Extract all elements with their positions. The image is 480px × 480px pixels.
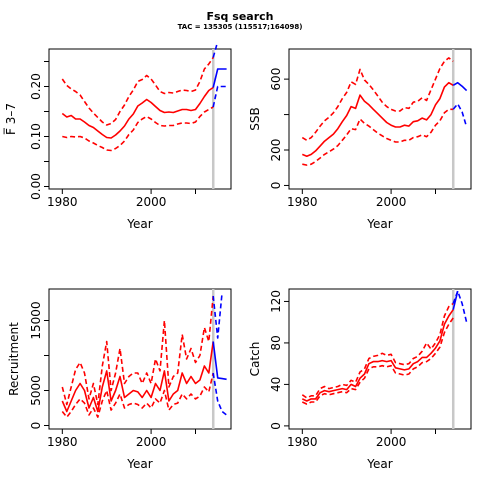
recruitment-ticks: 1980 2000 0 5000 15000 xyxy=(29,301,196,449)
fbar-plot-frame xyxy=(48,48,232,190)
fbar-y-tick-label: 0.00 xyxy=(29,173,43,200)
recruitment-lower-line xyxy=(61,372,214,418)
recruitment-x-tick-label: 2000 xyxy=(136,435,167,449)
catch-plot-frame xyxy=(288,288,472,430)
recruitment-y-tick-label: 0 xyxy=(29,422,43,430)
recruitment-y-tick-label: 15000 xyxy=(29,301,43,339)
ssb-y-tick-label: 200 xyxy=(269,139,283,162)
fbar-y-axis-label: F̅ 3–7 xyxy=(3,103,18,135)
catch-y-tick-label: 0 xyxy=(269,422,283,430)
chart-subtitle: TAC = 135305 (115517;164098) xyxy=(177,23,303,31)
catch-x-axis-label: Year xyxy=(366,457,392,471)
catch-series xyxy=(301,289,468,429)
recruitment-y-axis-label: Recruitment xyxy=(7,322,21,396)
ssb-ticks: 1980 2000 0 200 600 xyxy=(269,68,436,209)
catch-lower-line xyxy=(301,317,454,405)
ssb-panel: 1980 2000 0 200 600 Year SSB xyxy=(248,48,472,231)
ssb-y-axis-label: SSB xyxy=(248,107,262,130)
catch-ticks: 1980 2000 0 40 80 120 xyxy=(269,290,436,449)
ssb-upper-line xyxy=(301,57,454,142)
recruitment-x-tick-label: 1980 xyxy=(47,435,78,449)
fbar-x-tick-label: 1980 xyxy=(47,195,78,209)
fbar-ticks: 1980 2000 0.00 0.10 0.20 xyxy=(29,61,196,209)
catch-estimate-line xyxy=(301,309,454,402)
fbar-upper-line xyxy=(61,57,214,126)
catch-x-tick-label: 1980 xyxy=(287,435,318,449)
fbar-forecast-line xyxy=(212,68,227,88)
ssb-y-tick-label: 600 xyxy=(269,68,283,91)
recruitment-plot-frame xyxy=(48,288,232,430)
catch-y-tick-label: 40 xyxy=(269,377,283,392)
fbar-x-tick-label: 2000 xyxy=(136,195,167,209)
ssb-lower-line xyxy=(302,108,454,166)
fbar-panel: 1980 2000 0.00 0.10 0.20 Year F̅ 3–7 xyxy=(3,43,232,231)
recruitment-forecast-lower-line xyxy=(212,372,228,416)
fbar-y-tick-label: 0.10 xyxy=(29,123,43,150)
catch-forecast-upper-line xyxy=(452,290,468,323)
recruitment-upper-line xyxy=(61,295,214,406)
fbar-estimate-line xyxy=(61,86,214,139)
fbar-x-axis-label: Year xyxy=(126,217,152,231)
fbar-lower-line xyxy=(62,106,214,152)
recruitment-series xyxy=(61,289,228,429)
recruitment-forecast-upper-line xyxy=(212,292,223,339)
ssb-x-tick-label: 1980 xyxy=(287,195,318,209)
ssb-estimate-line xyxy=(302,81,454,157)
ssb-x-axis-label: Year xyxy=(366,217,392,231)
ssb-plot-frame xyxy=(288,48,472,190)
recruitment-x-axis-label: Year xyxy=(126,457,152,471)
fbar-forecast-upper-line xyxy=(212,43,219,58)
recruitment-y-tick-label: 5000 xyxy=(29,375,43,406)
recruitment-forecast-line xyxy=(212,341,227,381)
catch-y-tick-label: 120 xyxy=(269,290,283,313)
catch-y-axis-label: Catch xyxy=(248,342,262,377)
fbar-forecast-lower-line xyxy=(212,85,227,108)
recruitment-estimate-line xyxy=(61,341,214,413)
ssb-forecast-lower-line xyxy=(452,103,468,128)
catch-panel: 1980 2000 0 40 80 120 Year Catch xyxy=(248,288,472,471)
fbar-y-tick-label: 0.20 xyxy=(29,73,43,100)
ssb-y-tick-label: 0 xyxy=(269,182,283,190)
fbar-series xyxy=(61,43,227,189)
ssb-forecast-line xyxy=(452,81,468,92)
catch-x-tick-label: 2000 xyxy=(376,435,407,449)
catch-upper-line xyxy=(301,302,454,399)
ssb-x-tick-label: 2000 xyxy=(376,195,407,209)
chart-title: Fsq search xyxy=(206,10,274,23)
ssb-series xyxy=(301,49,468,189)
recruitment-panel: 1980 2000 0 5000 15000 Year Recruitment xyxy=(7,288,232,471)
catch-y-tick-label: 80 xyxy=(269,335,283,350)
